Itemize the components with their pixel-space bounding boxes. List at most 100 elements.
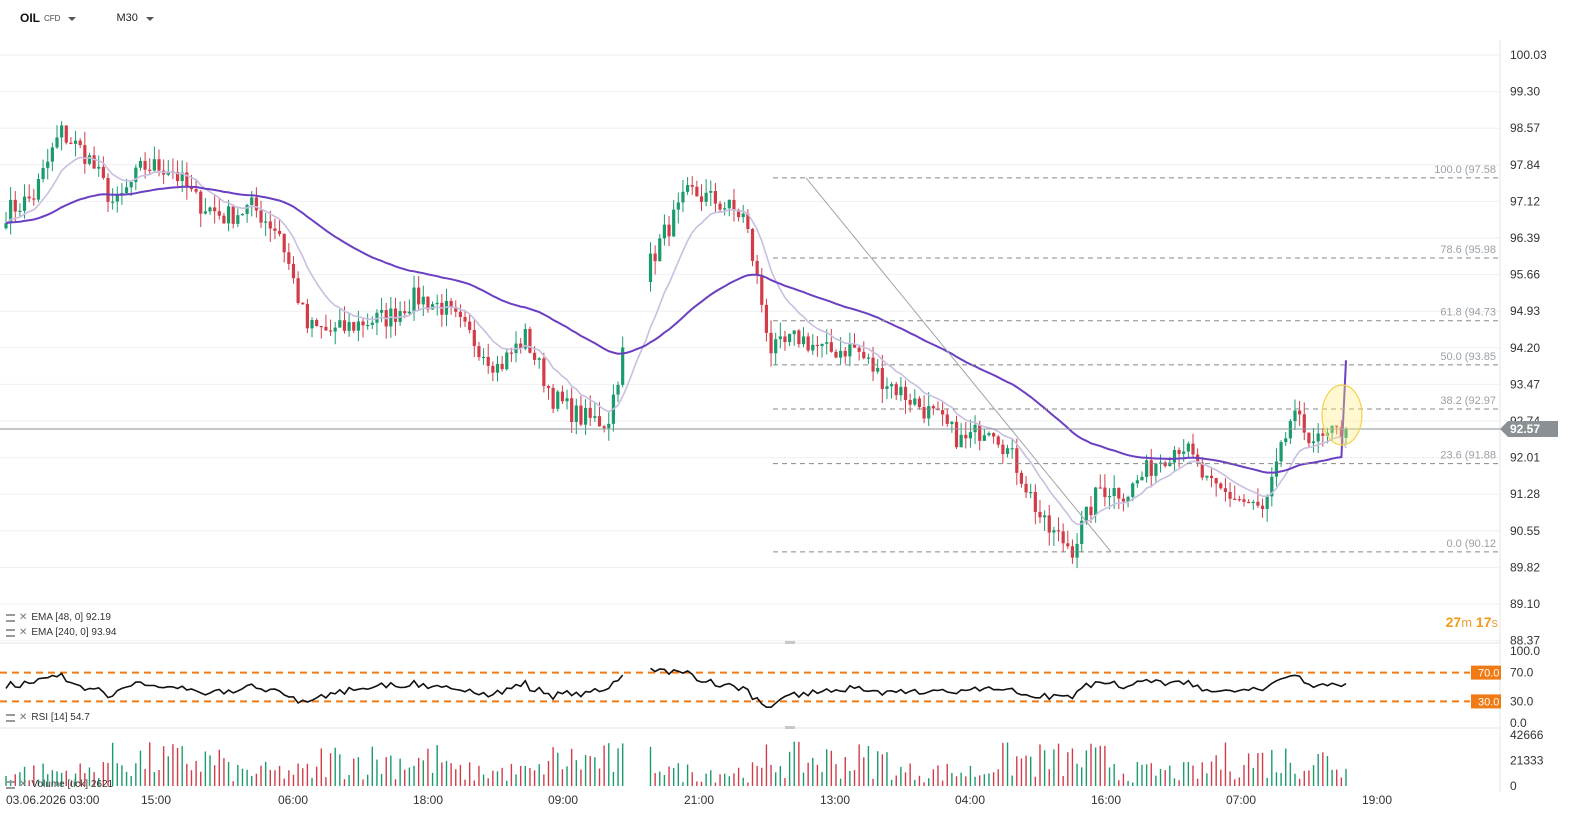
- candle: [301, 302, 305, 306]
- highlight-ellipse: [1321, 384, 1363, 446]
- candle-body: [509, 352, 513, 354]
- candle-body: [954, 421, 959, 448]
- candle-body: [83, 145, 87, 164]
- candle: [208, 206, 212, 216]
- candle-body: [194, 189, 198, 192]
- candle-body: [736, 209, 741, 218]
- candle: [903, 380, 908, 414]
- candle-body: [676, 202, 680, 210]
- candle-body: [579, 405, 583, 425]
- candle-body: [1256, 501, 1260, 506]
- candle-body: [217, 211, 221, 216]
- candle: [1251, 499, 1255, 510]
- candle: [134, 164, 138, 191]
- candle: [1080, 510, 1084, 553]
- candle: [240, 213, 245, 216]
- candle-body: [1237, 499, 1241, 501]
- candle-body: [361, 321, 365, 326]
- symbol-type: CFD: [44, 13, 61, 23]
- candle: [574, 398, 578, 435]
- candle-body: [556, 391, 560, 409]
- candle-body: [801, 336, 806, 345]
- candle: [769, 320, 773, 367]
- fibonacci-label: 50.0 (93.85: [1440, 351, 1496, 363]
- candle: [333, 321, 337, 345]
- candle-body: [50, 147, 54, 162]
- close-icon[interactable]: ✕: [19, 612, 28, 623]
- candle: [166, 160, 170, 177]
- candle-body: [1191, 443, 1195, 455]
- candle-body: [839, 350, 843, 358]
- candle-body: [13, 199, 17, 212]
- candle: [1038, 499, 1042, 524]
- candle-body: [741, 213, 745, 218]
- candle: [1256, 488, 1260, 508]
- candle: [1228, 482, 1232, 507]
- candle: [672, 200, 676, 237]
- candle: [254, 187, 258, 218]
- candle: [203, 197, 207, 215]
- candle-body: [690, 185, 694, 187]
- settings-icon[interactable]: [6, 628, 15, 637]
- candle: [403, 301, 407, 318]
- candle-body: [1168, 462, 1172, 467]
- candle: [690, 176, 694, 195]
- candle: [1117, 487, 1121, 510]
- candle-body: [1066, 543, 1070, 547]
- close-icon[interactable]: ✕: [19, 627, 28, 638]
- candle-body: [1038, 511, 1042, 518]
- volume-tick-label: 42666: [1510, 728, 1544, 742]
- candle-body: [472, 330, 476, 347]
- settings-icon[interactable]: [6, 713, 15, 722]
- timeframe-chevron-down-icon[interactable]: [145, 16, 154, 21]
- candle-body: [1293, 410, 1297, 422]
- settings-icon[interactable]: [6, 780, 15, 789]
- close-icon[interactable]: ✕: [19, 712, 28, 723]
- candle: [226, 199, 231, 232]
- candle: [500, 355, 504, 372]
- volume-legend: ✕ Volume [tick] 2621: [6, 779, 113, 790]
- candle-body: [1029, 491, 1033, 494]
- candle: [352, 321, 356, 334]
- candle: [1214, 477, 1218, 497]
- timeframe-selector[interactable]: M30: [116, 12, 138, 24]
- settings-icon[interactable]: [6, 613, 15, 622]
- candle: [829, 328, 833, 353]
- candle-body: [1089, 506, 1093, 516]
- candle-body: [236, 215, 240, 224]
- candle-body: [379, 310, 384, 313]
- candle-body: [491, 365, 495, 373]
- symbol-chevron-down-icon[interactable]: [68, 16, 77, 21]
- candle-body: [259, 210, 263, 223]
- candle: [778, 322, 782, 349]
- close-icon[interactable]: ✕: [19, 779, 28, 790]
- candle: [741, 204, 745, 224]
- candle: [894, 381, 898, 401]
- symbol-selector[interactable]: OIL: [20, 11, 40, 25]
- price-tick-label: 94.93: [1510, 304, 1540, 318]
- candle: [1209, 467, 1214, 488]
- candle-body: [560, 391, 565, 402]
- candle-body: [760, 275, 764, 305]
- candle-body: [987, 433, 991, 436]
- candle-body: [857, 347, 861, 352]
- candle-body: [305, 303, 309, 329]
- candle-body: [593, 416, 597, 418]
- candle: [857, 346, 861, 361]
- candle-body: [1186, 443, 1190, 452]
- candle-body: [815, 344, 820, 347]
- candle-body: [732, 199, 736, 210]
- candle: [968, 419, 973, 448]
- candle: [1154, 462, 1158, 483]
- candle: [908, 393, 912, 413]
- candle-body: [681, 191, 685, 203]
- candle: [328, 319, 333, 336]
- candle-body: [338, 320, 342, 328]
- candle: [750, 227, 755, 267]
- rsi-tick-label: 100.0: [1510, 644, 1540, 658]
- candle: [1279, 440, 1283, 467]
- rsi-level-tag: [1471, 694, 1501, 709]
- candle: [1061, 523, 1065, 553]
- candle-body: [532, 352, 537, 360]
